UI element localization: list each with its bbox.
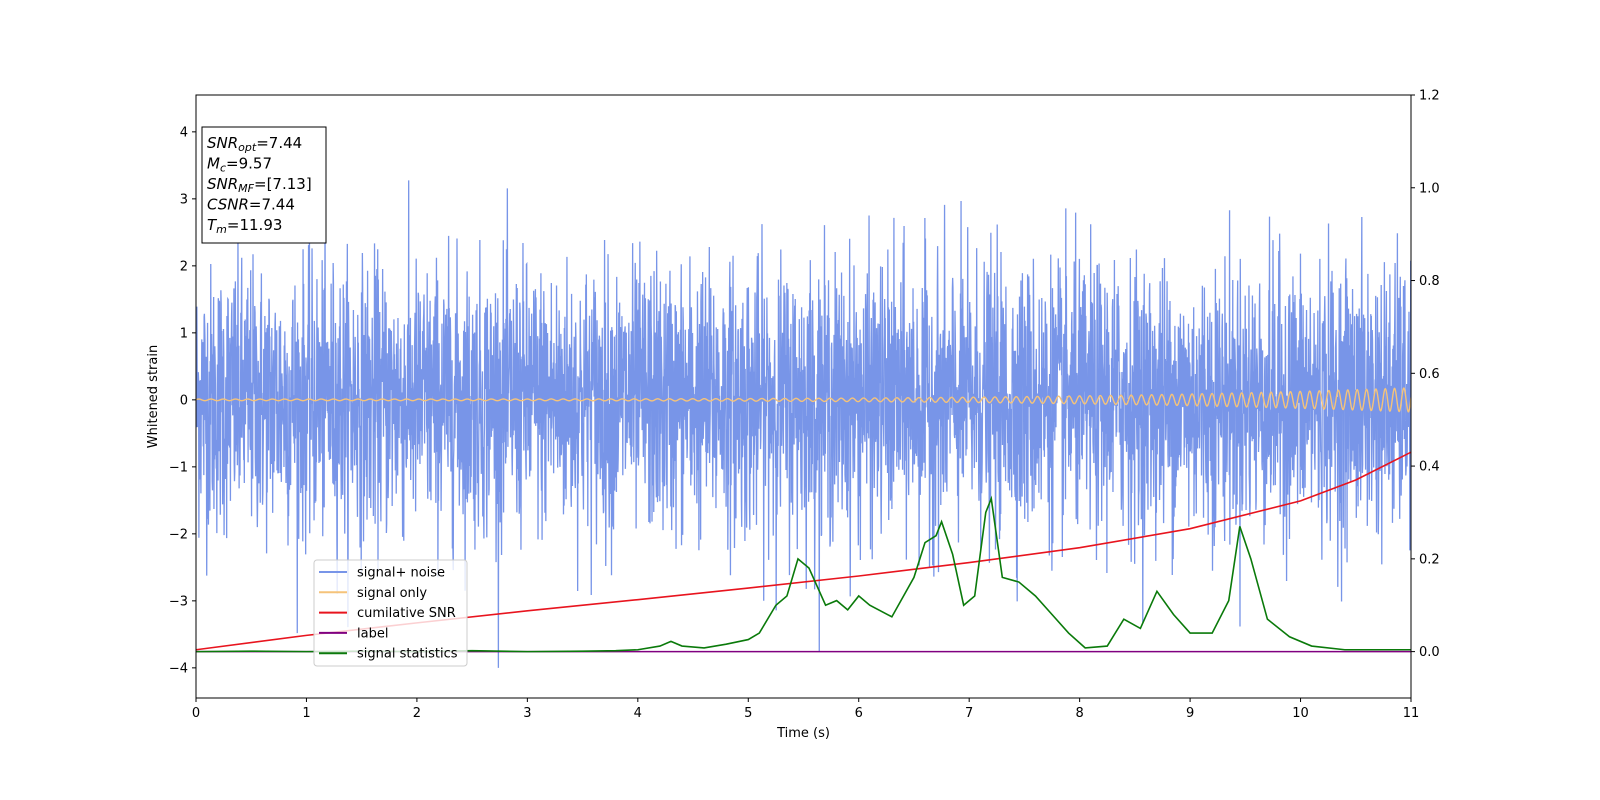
x-tick-label: 10 (1292, 706, 1309, 721)
x-tick-label: 3 (523, 706, 531, 721)
legend-label: cumilative SNR (357, 606, 456, 621)
y-tick-label: 1 (180, 326, 188, 341)
x-tick-label: 6 (855, 706, 863, 721)
x-tick-label: 4 (634, 706, 642, 721)
info-box-frame (201, 126, 327, 244)
y2-tick-label: 1.2 (1419, 89, 1440, 104)
y-tick-label: 3 (180, 192, 188, 207)
x-tick-label: 11 (1403, 706, 1420, 721)
series-signal-statistics (196, 495, 1411, 653)
legend-label: signal only (357, 586, 427, 601)
info-line: SNRMF=[7.13] (207, 175, 312, 195)
x-tick-label: 1 (302, 706, 310, 721)
info-line: Tm=11.93 (207, 216, 282, 236)
info-line: SNRopt=7.44 (207, 134, 302, 154)
y-tick-label: −1 (169, 460, 188, 475)
y-tick-label: −4 (169, 661, 188, 676)
y-axis-label: Whitened strain (146, 345, 161, 448)
y-tick-label: −3 (169, 594, 188, 609)
x-axis-label: Time (s) (776, 726, 830, 741)
y2-tick-label: 1.0 (1419, 181, 1440, 196)
plot-frame (195, 94, 1412, 699)
info-line: CSNR=7.44 (207, 196, 295, 214)
y-tick-label: −2 (169, 527, 188, 542)
legend-label: label (357, 626, 388, 641)
x-tick-label: 5 (744, 706, 752, 721)
y2-tick-label: 0.4 (1419, 460, 1440, 475)
info-line: Mc=9.57 (207, 155, 272, 175)
series-signal-noise (196, 180, 1411, 668)
legend: signal+ noise signal only cumilative SNR la… (313, 559, 468, 667)
legend-label: signal statistics (357, 647, 458, 662)
x-tick-label: 9 (1186, 706, 1194, 721)
legend-label: signal+ noise (357, 566, 445, 581)
x-tick-label: 2 (413, 706, 421, 721)
x-tick-label: 7 (965, 706, 973, 721)
x-tick-label: 0 (192, 706, 200, 721)
legend-frame (313, 559, 468, 667)
y-tick-label: 4 (180, 125, 188, 140)
y-tick-label: 0 (180, 393, 188, 408)
y2-tick-label: 0.6 (1419, 367, 1440, 382)
ticks-layer: 0 1 2 3 4 5 6 7 8 9 10 11 −4 −3 −2 −1 0 1 2 3 4 0.0 0.2 0.4 0.6 0… (169, 89, 1440, 722)
y-tick-label: 2 (180, 259, 188, 274)
y2-tick-label: 0.0 (1419, 645, 1440, 660)
series-signal-only (196, 387, 1411, 413)
y2-tick-label: 0.8 (1419, 274, 1440, 289)
y2-tick-label: 0.2 (1419, 552, 1440, 567)
x-tick-label: 8 (1075, 706, 1083, 721)
